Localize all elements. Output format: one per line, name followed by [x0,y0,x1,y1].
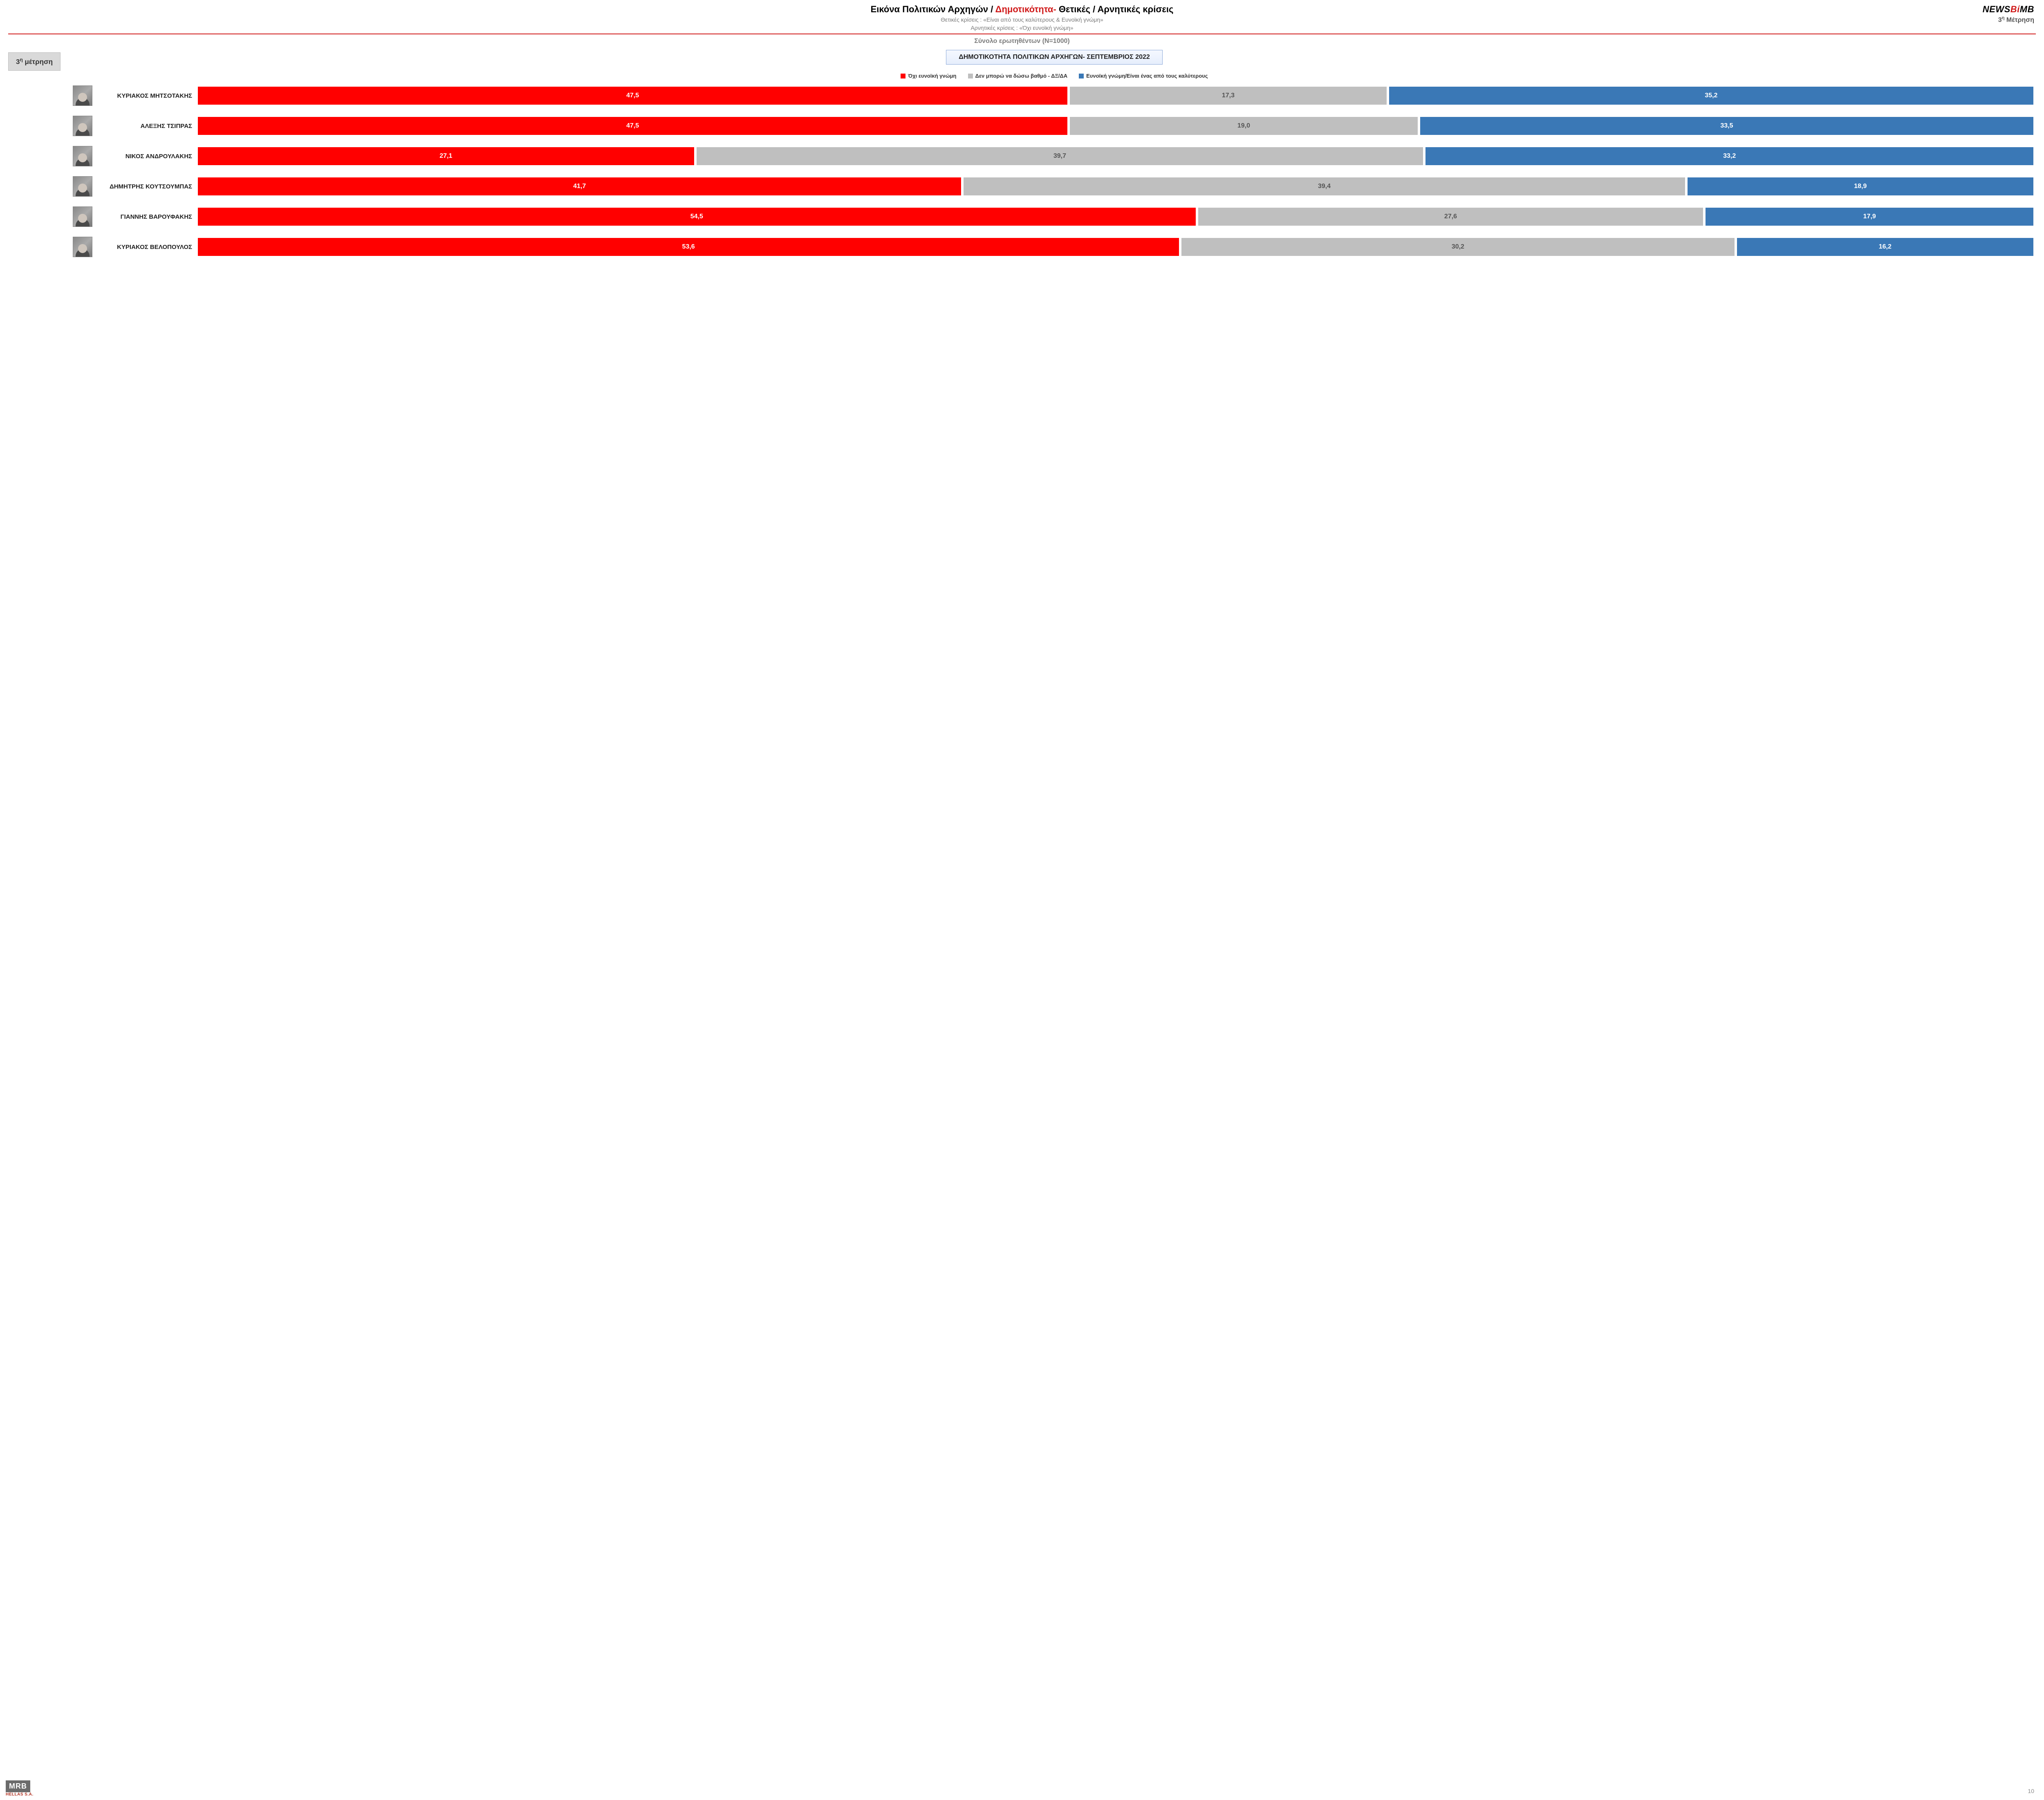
subtitle-1: Θετικές κρίσεις : «Είναι από τους καλύτε… [8,16,2036,23]
bar-segment-neutral: 39,4 [964,177,1685,195]
sample-size: Σύνολο ερωτηθέντων (Ν=1000) [8,38,2036,45]
footer-logo: MRB HELLAS S.A. [6,1780,34,1797]
legend-swatch [968,74,973,78]
bar-segment-positive: 33,2 [1425,147,2033,165]
header: Εικόνα Πολιτικών Αρχηγών / Δημοτικότητα-… [8,4,2036,34]
leader-row: ΚΥΡΙΑΚΟΣ ΒΕΛΟΠΟΥΛΟΣ 53,630,216,2 [73,237,2036,257]
bar-track: 47,519,033,5 [198,117,2036,135]
bar-segment-positive: 33,5 [1420,117,2033,135]
chart-area: ΔΗΜΟΤΙΚΟΤΗΤΑ ΠΟΛΙΤΙΚΩΝ ΑΡΧΗΓΩΝ- ΣΕΠΤΕΜΒΡ… [73,50,2036,267]
bar-track: 54,527,617,9 [198,208,2036,226]
bar-track: 27,139,733,2 [198,147,2036,165]
leader-row: ΓΙΑΝΝΗΣ ΒΑΡΟΥΦΑΚΗΣ 54,527,617,9 [73,206,2036,227]
legend: Όχι ευνοϊκή γνώμη Δεν μπορώ να δώσω βαθμό… [73,73,2036,79]
leader-row: ΑΛΕΞΗΣ ΤΣΙΠΡΑΣ 47,519,033,5 [73,116,2036,136]
brand-block: NEWSBίMB 3η Μέτρηση [1983,4,2034,24]
leader-row: ΚΥΡΙΑΚΟΣ ΜΗΤΣΟΤΑΚΗΣ 47,517,335,2 [73,85,2036,106]
content: 3η μέτρηση ΔΗΜΟΤΙΚΟΤΗΤΑ ΠΟΛΙΤΙΚΩΝ ΑΡΧΗΓΩ… [8,50,2036,267]
bar-segment-neutral: 19,0 [1070,117,1418,135]
bar-track: 41,739,418,9 [198,177,2036,195]
leader-name: ΝΙΚΟΣ ΑΝΔΡΟΥΛΑΚΗΣ [98,153,192,160]
page-number: 10 [2028,1788,2034,1794]
leader-avatar [73,237,92,257]
chart-title: ΔΗΜΟΤΙΚΟΤΗΤΑ ΠΟΛΙΤΙΚΩΝ ΑΡΧΗΓΩΝ- ΣΕΠΤΕΜΒΡ… [946,50,1163,65]
leader-name: ΔΗΜΗΤΡΗΣ ΚΟΥΤΣΟΥΜΠΑΣ [98,183,192,190]
title-part2: Θετικές / Αρνητικές κρίσεις [1059,4,1174,14]
bar-segment-negative: 41,7 [198,177,961,195]
legend-item: Ευνοϊκή γνώμη/Είναι ένας από τους καλύτε… [1079,73,1208,79]
leader-avatar [73,146,92,166]
bar-segment-positive: 17,9 [1706,208,2033,226]
leader-name: ΚΥΡΙΑΚΟΣ ΜΗΤΣΟΤΑΚΗΣ [98,92,192,99]
bar-track: 53,630,216,2 [198,238,2036,256]
measurement-label: 3η Μέτρηση [1983,16,2034,24]
logo-news: NEWS [1983,4,2010,14]
leader-row: ΔΗΜΗΤΡΗΣ ΚΟΥΤΣΟΥΜΠΑΣ 41,739,418,9 [73,176,2036,197]
leader-avatar [73,176,92,197]
subtitle-2: Αρνητικές κρίσεις : «Όχι ευνοϊκή γνώμη» [8,25,2036,31]
bar-segment-neutral: 17,3 [1070,87,1387,105]
leader-row: ΝΙΚΟΣ ΑΝΔΡΟΥΛΑΚΗΣ 27,139,733,2 [73,146,2036,166]
logo-iota: ί [2017,4,2020,14]
bar-track: 47,517,335,2 [198,87,2036,105]
legend-label: Ευνοϊκή γνώμη/Είναι ένας από τους καλύτε… [1086,73,1208,79]
leader-avatar [73,116,92,136]
leader-name: ΑΛΕΞΗΣ ΤΣΙΠΡΑΣ [98,123,192,130]
title-red: Δημοτικότητα- [995,4,1059,14]
bar-segment-positive: 16,2 [1737,238,2033,256]
title-part1: Εικόνα Πολιτικών Αρχηγών / [871,4,995,14]
bar-segment-neutral: 39,7 [697,147,1423,165]
bar-segment-neutral: 30,2 [1181,238,1734,256]
bar-segment-negative: 53,6 [198,238,1179,256]
bar-segment-negative: 27,1 [198,147,694,165]
mrb-logo: MRB [6,1780,30,1792]
bar-segment-neutral: 27,6 [1198,208,1703,226]
bar-segment-positive: 35,2 [1389,87,2033,105]
mrb-subtitle: HELLAS S.A. [6,1792,34,1797]
leader-name: ΚΥΡΙΑΚΟΣ ΒΕΛΟΠΟΥΛΟΣ [98,244,192,251]
legend-item: Δεν μπορώ να δώσω βαθμό - ΔΞ/ΔΑ [968,73,1068,79]
bar-segment-negative: 47,5 [198,117,1067,135]
legend-label: Όχι ευνοϊκή γνώμη [908,73,956,79]
legend-label: Δεν μπορώ να δώσω βαθμό - ΔΞ/ΔΑ [975,73,1068,79]
bar-segment-negative: 47,5 [198,87,1067,105]
legend-item: Όχι ευνοϊκή γνώμη [901,73,956,79]
leader-avatar [73,85,92,106]
logo-b: B [2010,4,2017,14]
bar-rows: ΚΥΡΙΑΚΟΣ ΜΗΤΣΟΤΑΚΗΣ 47,517,335,2 ΑΛΕΞΗΣ ΤΣ… [73,85,2036,257]
bar-segment-positive: 18,9 [1688,177,2033,195]
bar-segment-negative: 54,5 [198,208,1196,226]
logo-mb: MB [2020,4,2034,14]
leader-name: ΓΙΑΝΝΗΣ ΒΑΡΟΥΦΑΚΗΣ [98,213,192,220]
page-title: Εικόνα Πολιτικών Αρχηγών / Δημοτικότητα-… [8,4,2036,15]
legend-swatch [901,74,905,78]
newsbomb-logo: NEWSBίMB [1983,4,2034,15]
leader-avatar [73,206,92,227]
side-badge: 3η μέτρηση [8,52,61,71]
legend-swatch [1079,74,1084,78]
